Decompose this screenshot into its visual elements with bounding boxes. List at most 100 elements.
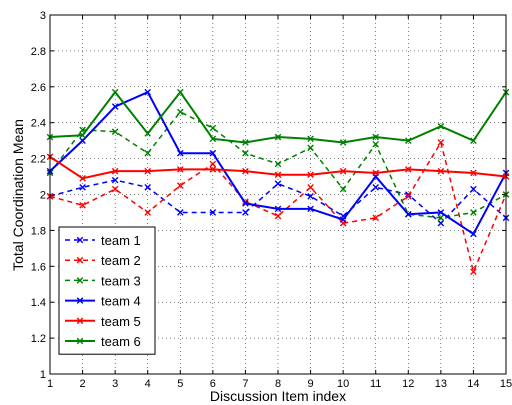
data-point-marker: [209, 209, 217, 216]
data-point-marker: [209, 160, 217, 168]
data-point-marker: [274, 180, 282, 188]
y-tick-label: 2.4: [31, 118, 46, 130]
data-point-marker: [437, 219, 445, 227]
data-point-marker: [144, 130, 152, 137]
data-point-marker: [144, 184, 152, 191]
data-point-marker: [372, 140, 380, 148]
data-point-marker: [242, 139, 249, 146]
data-point-marker: [242, 149, 249, 157]
data-point-marker: [176, 88, 184, 96]
data-point-marker: [144, 88, 152, 96]
x-tick-label: 14: [467, 378, 479, 390]
y-tick-label: 2.6: [31, 82, 46, 94]
x-axis-label: Discussion Item index: [210, 388, 346, 404]
x-tick-label: 7: [242, 378, 248, 390]
legend-label: team 6: [101, 334, 141, 349]
x-tick-label: 9: [308, 378, 314, 390]
data-point-marker: [242, 200, 249, 207]
legend-item: team 2: [65, 253, 141, 268]
x-tick-label: 5: [177, 378, 183, 390]
legend-label: team 5: [101, 314, 141, 329]
data-point-marker: [176, 108, 184, 116]
data-point-marker: [209, 135, 217, 143]
y-tick-label: 1: [40, 369, 46, 381]
data-point-marker: [209, 124, 217, 132]
y-axis-label: Total Coordination Mean: [10, 119, 26, 271]
x-tick-label: 6: [210, 378, 216, 390]
y-tick-label: 2: [40, 190, 46, 202]
data-point-marker: [111, 103, 119, 110]
data-point-marker: [470, 230, 477, 238]
x-tick-label: 3: [112, 378, 118, 390]
series-3: [46, 108, 510, 222]
data-point-marker: [470, 169, 477, 177]
x-tick-label: 10: [337, 378, 349, 390]
data-point-marker: [209, 149, 217, 157]
data-point-marker: [372, 184, 380, 191]
y-tick-label: 2.2: [31, 154, 46, 166]
data-point-marker: [79, 201, 86, 209]
data-point-marker: [339, 185, 347, 193]
x-tick-label: 11: [370, 378, 381, 390]
legend-marker: [76, 256, 84, 264]
legend-item: team 6: [65, 334, 141, 349]
data-point-marker: [111, 88, 119, 96]
legend-item: team 3: [65, 273, 141, 288]
data-point-marker: [209, 166, 217, 173]
data-point-marker: [437, 167, 445, 175]
legend-item: team 5: [65, 314, 141, 329]
data-point-marker: [274, 160, 282, 168]
legend-item: team 4: [65, 294, 141, 309]
data-point-marker: [372, 133, 380, 141]
y-tick-label: 1.4: [31, 297, 46, 309]
data-point-marker: [144, 149, 152, 157]
data-point-marker: [144, 209, 152, 216]
data-point-marker: [111, 176, 119, 184]
data-point-marker: [437, 139, 445, 146]
legend-label: team 2: [101, 253, 141, 268]
data-point-marker: [470, 268, 477, 275]
data-point-marker: [242, 167, 249, 175]
data-point-marker: [274, 171, 282, 179]
data-point-marker: [111, 128, 119, 135]
legend-marker: [76, 317, 84, 325]
legend-marker: [76, 337, 84, 345]
data-point-marker: [307, 171, 314, 179]
data-point-marker: [242, 209, 249, 216]
x-tick-label: 12: [402, 378, 414, 390]
series-4: [46, 88, 510, 238]
data-point-marker: [470, 209, 477, 216]
data-point-marker: [79, 131, 86, 139]
data-point-marker: [176, 182, 184, 189]
legend-box: [58, 226, 156, 355]
data-point-marker: [79, 175, 86, 182]
legend-marker: [76, 236, 84, 244]
data-point-marker: [404, 193, 412, 200]
legend-marker: [76, 297, 84, 304]
data-point-marker: [437, 214, 445, 222]
data-point-marker: [372, 169, 380, 177]
data-point-marker: [404, 137, 412, 144]
data-point-marker: [307, 184, 314, 191]
data-point-marker: [372, 214, 380, 222]
data-point-marker: [437, 122, 445, 130]
data-point-marker: [307, 144, 314, 152]
legend-marker: [76, 277, 84, 284]
data-point-marker: [404, 166, 412, 173]
legend-item: team 1: [65, 233, 141, 248]
data-point-marker: [144, 167, 152, 175]
data-point-marker: [307, 135, 314, 143]
data-point-marker: [307, 205, 314, 213]
data-point-marker: [111, 167, 119, 175]
data-point-marker: [176, 149, 184, 157]
x-tick-label: 1: [47, 378, 53, 390]
data-point-marker: [437, 209, 445, 216]
data-point-marker: [79, 184, 86, 191]
y-tick-label: 1.2: [31, 333, 46, 345]
x-tick-label: 13: [435, 378, 447, 390]
data-point-marker: [470, 137, 477, 144]
y-tick-label: 1.8: [31, 225, 46, 237]
data-point-marker: [470, 185, 477, 193]
